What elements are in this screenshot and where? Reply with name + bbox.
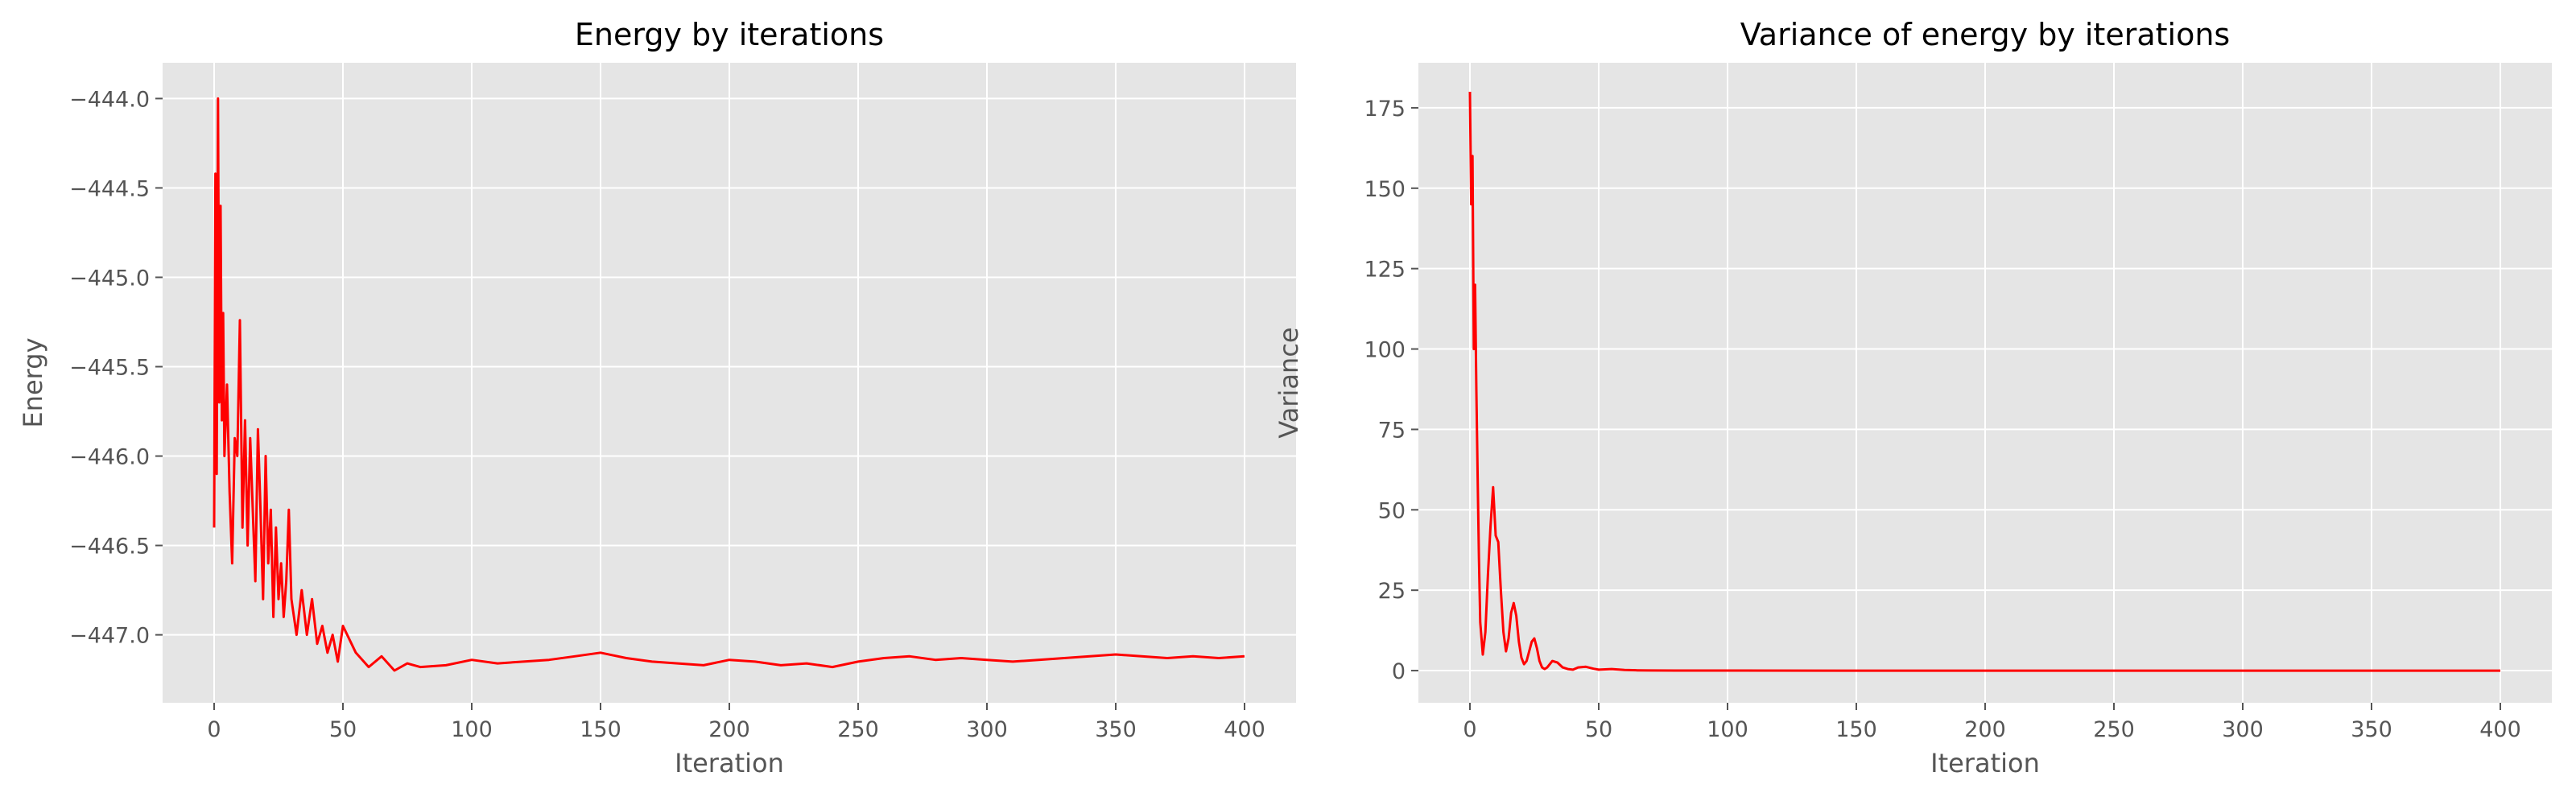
variance-y-tick-label: 125 — [1364, 258, 1406, 283]
variance-line — [1468, 91, 2500, 672]
energy-x-tick-label: 0 — [207, 717, 221, 742]
variance-y-tick-label: 0 — [1392, 659, 1406, 684]
energy-y-tick-label: −445.5 — [69, 356, 150, 381]
energy-chart-title: Energy by iterations — [575, 17, 884, 52]
energy-x-tick-label: 200 — [708, 717, 750, 742]
variance-x-tick-label: 100 — [1707, 717, 1748, 742]
variance-y-tick-label: 50 — [1378, 498, 1406, 523]
energy-x-tick-label: 50 — [329, 717, 357, 742]
variance-y-tick-label: 25 — [1378, 579, 1406, 604]
variance-y-tick-label: 100 — [1364, 338, 1406, 363]
energy-x-ticks: 0 50 100 150 200 250 300 350 400 — [207, 703, 1265, 742]
energy-y-tick-label: −447.0 — [69, 624, 150, 649]
energy-x-tick-label: 300 — [966, 717, 1008, 742]
variance-y-ticks: 0 25 50 75 100 125 150 175 — [1364, 97, 1418, 684]
energy-y-tick-label: −446.5 — [69, 535, 150, 559]
variance-x-tick-label: 0 — [1463, 717, 1476, 742]
variance-x-tick-label: 400 — [2479, 717, 2521, 742]
variance-x-tick-label: 50 — [1585, 717, 1612, 742]
variance-x-ticks: 0 50 100 150 200 250 300 350 400 — [1463, 703, 2521, 742]
variance-chart: 0 50 100 150 200 250 300 350 400 0 25 50 75 100 125 15… — [1274, 17, 2552, 778]
variance-y-tick-label: 150 — [1364, 177, 1406, 202]
energy-x-tick-label: 100 — [451, 717, 493, 742]
variance-x-tick-label: 250 — [2093, 717, 2135, 742]
energy-y-tick-label: −444.5 — [69, 176, 150, 201]
variance-y-tick-label: 175 — [1364, 97, 1406, 122]
variance-x-tick-label: 150 — [1835, 717, 1877, 742]
energy-chart: 0 50 100 150 200 250 300 350 400 −447.0−446.5−44… — [18, 17, 1296, 778]
variance-x-tick-label: 350 — [2351, 717, 2392, 742]
variance-x-tick-label: 200 — [1964, 717, 2006, 742]
energy-line — [213, 97, 1245, 672]
energy-y-tick-label: −445.0 — [69, 266, 150, 291]
energy-x-tick-label: 250 — [837, 717, 879, 742]
variance-x-axis-label: Iteration — [1930, 748, 2040, 778]
energy-y-axis-label: Energy — [18, 337, 48, 427]
energy-x-tick-label: 150 — [580, 717, 621, 742]
energy-x-tick-label: 350 — [1095, 717, 1137, 742]
energy-x-tick-label: 400 — [1224, 717, 1265, 742]
variance-x-tick-label: 300 — [2222, 717, 2264, 742]
energy-x-axis-label: Iteration — [675, 748, 784, 778]
energy-y-tick-label: −444.0 — [69, 87, 150, 112]
energy-gridlines — [163, 63, 1296, 703]
variance-y-tick-label: 75 — [1378, 418, 1406, 443]
variance-y-axis-label: Variance — [1274, 327, 1304, 438]
energy-y-ticks: −447.0 −446.5 −446.0 −445.5 −445.0 −444.5 −444… — [69, 87, 163, 649]
energy-y-tick-label: −446.0 — [69, 445, 150, 470]
variance-chart-title: Variance of energy by iterations — [1740, 17, 2230, 52]
